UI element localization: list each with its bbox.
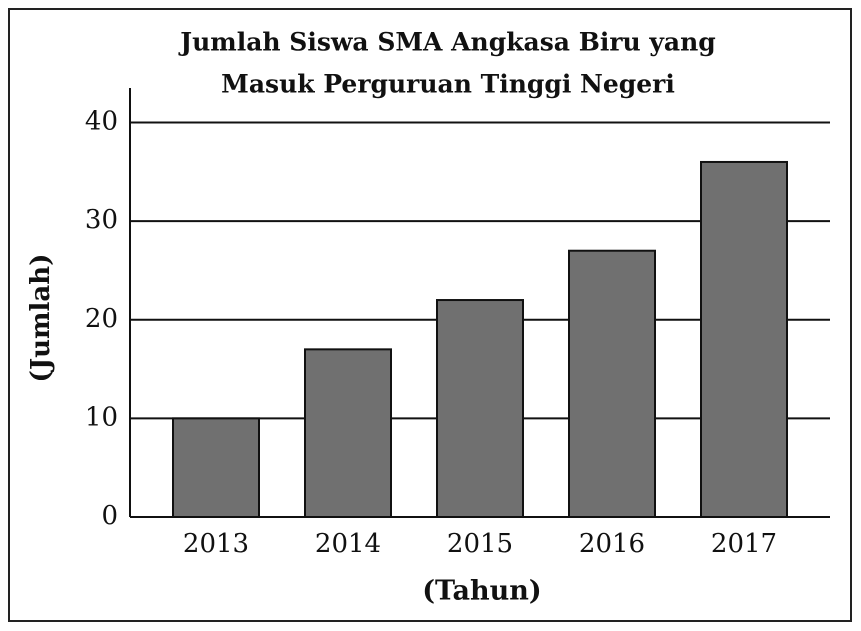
x-axis-label: (Tahun): [422, 576, 541, 607]
bar: [172, 417, 260, 518]
x-tick-label: 2014: [315, 529, 381, 559]
y-tick-label: 20: [85, 304, 118, 334]
x-tick-label: 2016: [579, 529, 645, 559]
bar: [436, 299, 524, 518]
y-tick-label: 30: [85, 205, 118, 235]
chart-title: Jumlah Siswa SMA Angkasa Biru yang: [178, 28, 716, 57]
chart-title: Masuk Perguruan Tinggi Negeri: [221, 70, 675, 99]
bar: [568, 249, 656, 518]
y-tick-label: 0: [101, 501, 118, 531]
bar: [304, 348, 392, 518]
y-axis-label: (Jumlah): [26, 254, 56, 383]
y-tick-label: 10: [85, 402, 118, 432]
bar: [700, 160, 788, 518]
x-tick-label: 2013: [183, 529, 249, 559]
frame: [8, 8, 852, 622]
x-tick-label: 2015: [447, 529, 513, 559]
x-tick-label: 2017: [711, 529, 777, 559]
y-tick-label: 40: [85, 107, 118, 137]
